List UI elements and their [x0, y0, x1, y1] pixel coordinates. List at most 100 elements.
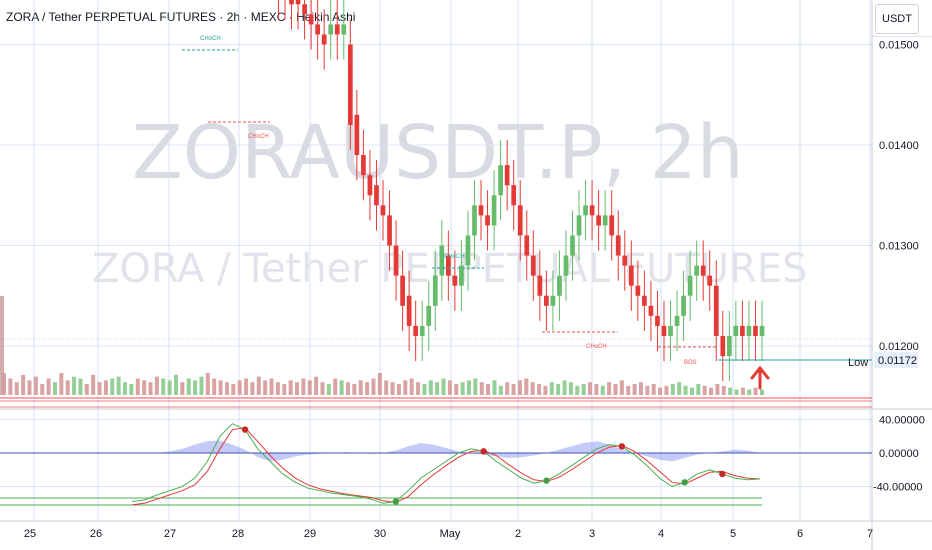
volume-bar — [135, 378, 140, 395]
volume-bar — [352, 384, 357, 395]
bear-cross-dot — [241, 426, 249, 433]
volume-bar — [320, 382, 325, 395]
volume-bar — [307, 380, 312, 395]
volume-bar — [670, 384, 675, 395]
candle-body — [445, 255, 451, 276]
candle-body — [367, 175, 373, 196]
volume-bar — [333, 378, 338, 395]
candle-body — [537, 275, 543, 296]
candle-body — [648, 305, 654, 316]
watermark-symbol: ZORAUSDT.P, 2h — [132, 110, 744, 196]
volume-bar — [212, 378, 217, 395]
volume-bar — [715, 384, 720, 395]
volume-bar — [250, 382, 255, 395]
candle-body — [465, 235, 471, 266]
volume-bar — [8, 378, 13, 395]
candle-body — [681, 295, 686, 316]
volume-bar — [263, 380, 268, 395]
oscillator-tick-label: -40.00000 — [873, 482, 923, 494]
candle-body — [498, 165, 503, 196]
date-tick-label: 30 — [374, 528, 386, 540]
volume-bar — [173, 374, 178, 395]
volume-bar — [103, 380, 108, 395]
unit-button[interactable]: USDT — [875, 4, 919, 34]
volume-bar — [619, 380, 624, 395]
candle-body — [478, 205, 484, 216]
volume-bar — [760, 389, 764, 395]
candle-body — [563, 255, 569, 276]
bull-cross-dot — [681, 479, 688, 486]
oscillator-tick-label: 0.00000 — [879, 448, 919, 460]
price-tick-label: 0.01500 — [879, 40, 919, 52]
oscillator-slow-line — [131, 427, 761, 506]
volume-bar — [193, 380, 198, 395]
up-arrow-icon — [750, 365, 770, 390]
volume-bar — [530, 382, 535, 395]
volume-bar — [40, 384, 45, 395]
volume-bar — [626, 385, 631, 395]
oscillator-area — [132, 440, 760, 462]
volume-bar — [180, 382, 185, 395]
volume-bar — [505, 382, 510, 395]
candle-body — [315, 24, 321, 35]
volume-bar — [52, 382, 57, 395]
volume-bar — [466, 380, 471, 395]
volume-bar — [651, 384, 656, 395]
choch-label-4: CHoCH — [586, 344, 607, 350]
volume-bar — [409, 378, 414, 395]
candle-body — [504, 165, 510, 186]
volume-bar — [110, 378, 115, 395]
volume-bar — [588, 382, 593, 395]
candle-body — [302, 4, 307, 15]
volume-bar — [167, 380, 172, 395]
volume-bar — [645, 385, 650, 395]
volume-bar — [696, 384, 701, 395]
volume-bar — [237, 380, 242, 395]
volume-bar — [116, 376, 121, 395]
volume-bar — [549, 382, 554, 395]
candle-body — [393, 245, 399, 276]
candle-body — [661, 325, 667, 336]
candle-body — [759, 325, 765, 336]
candle-body — [674, 315, 680, 326]
volume-bar — [740, 387, 745, 395]
candle-body — [544, 295, 549, 306]
candle-body — [707, 275, 713, 286]
volume-bar — [345, 382, 350, 395]
volume-bar — [295, 382, 300, 395]
candle-body — [452, 275, 458, 286]
date-tick-label: 25 — [24, 528, 36, 540]
oscillator-layer — [0, 423, 872, 506]
volume-bar — [186, 378, 191, 395]
bear-cross-dot — [719, 470, 726, 478]
candle-body — [439, 245, 445, 276]
volume-bar — [282, 384, 287, 395]
bull-cross-dot — [543, 477, 550, 484]
volume-bar — [638, 382, 643, 395]
volume-bar — [575, 385, 580, 395]
volume-bar — [231, 384, 236, 395]
date-tick-label: 3 — [589, 528, 595, 540]
date-tick-label: 7 — [867, 528, 873, 540]
volume-bar — [84, 384, 89, 395]
candle-body — [295, 0, 301, 5]
volume-bar — [21, 374, 26, 395]
candle-body — [726, 335, 732, 357]
candle-body — [459, 265, 464, 286]
volume-bar — [371, 378, 376, 395]
volume-bar — [288, 380, 293, 395]
volume-bar — [543, 385, 548, 395]
bear-cross-dot — [480, 448, 487, 455]
candle-body — [570, 235, 575, 256]
volume-bar — [683, 385, 688, 395]
volume-bar — [365, 382, 370, 395]
candle-body — [530, 255, 536, 276]
candle-body — [374, 185, 379, 206]
candle-body — [347, 44, 353, 125]
volume-bar — [161, 378, 166, 395]
volume-bar — [78, 378, 83, 395]
candle-body — [426, 305, 432, 326]
volume-bar — [600, 385, 605, 395]
